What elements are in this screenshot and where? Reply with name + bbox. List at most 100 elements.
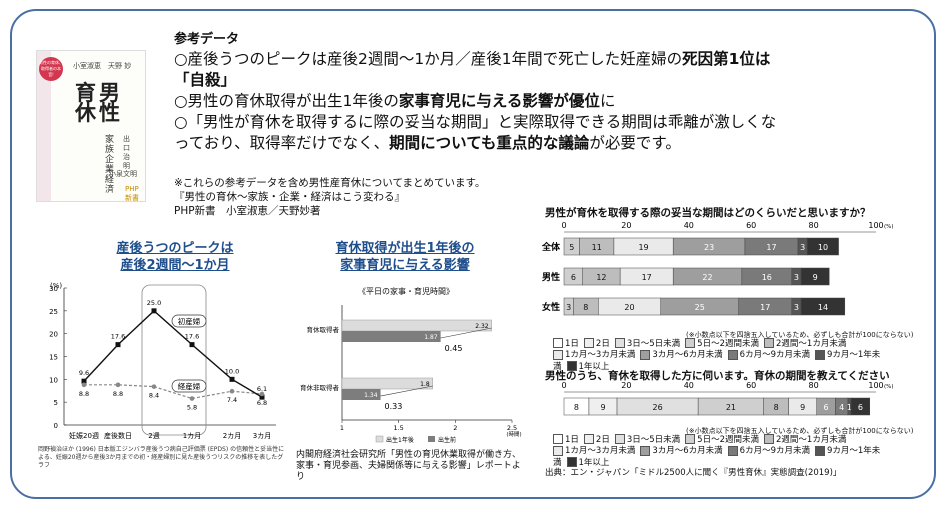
legend-label: 1日	[565, 338, 579, 349]
legend-swatch	[640, 445, 651, 456]
chart1-primi-label: 25.0	[147, 299, 161, 307]
chart1-multi-label: 6.8	[257, 399, 267, 407]
chart3a-segment-label: 3	[566, 303, 571, 312]
chart3b-segment-label: 8	[774, 403, 779, 412]
book-badge: 男性の育休、取得者の本音!	[39, 57, 63, 81]
legend-row: 1日 2日 3日～5日未満 5日～2週間未満 2週間～1カ月未満	[553, 338, 893, 350]
chart1-ytick: 20	[49, 331, 58, 339]
chart3a-segment-label: 3	[800, 243, 805, 252]
chart3a-tick: 40	[684, 221, 694, 230]
chart1-legend-multi-box	[171, 379, 207, 393]
chart3a-tick: 20	[621, 221, 631, 230]
chart1-primi-label: 17.6	[185, 333, 199, 341]
note-line-2: 『男性の育休～家族・企業・経済はこう変わる』	[174, 191, 405, 203]
chart3b-segment-label: 9	[800, 403, 805, 412]
bullet-line: ○「男性が育休を取得するに際の妥当な期間」と実際取得できる期間は乖離が激しくな	[174, 112, 854, 133]
chart1-xtick: 1カ月	[183, 432, 201, 440]
book-subtitle: 家族 企業 経済	[105, 135, 115, 195]
chart1-multi-point	[151, 384, 157, 389]
chart1-multi-point	[81, 382, 87, 388]
legend-label: 3カ月～6カ月未満	[652, 350, 723, 360]
chart1-line-chart: (%) 0 5 10 15 20 25 30 妊娠20週 産後数日 2週 1カ月 2カ月 3カ月 9.6 17…	[49, 282, 276, 440]
chart1-unit: (%)	[50, 282, 62, 290]
chart2-diff-connector	[380, 385, 433, 397]
chart1-multi-point	[189, 396, 195, 401]
book-authors: 小室淑恵 天野 妙	[73, 62, 132, 70]
chart3a-segment-label: 17	[760, 303, 770, 312]
book-cover-image: 男性の育休、取得者の本音! 小室淑恵 天野 妙 育休 男性 家族 企業 経済 出口治…	[36, 50, 146, 202]
chart3-stacked-bar-1: 0 20 40 60 80 100 (%) 全体 5 11 19 23 17 3 10 男性 6 12 17 22 16…	[541, 221, 894, 316]
chart1-primi-point	[81, 378, 87, 384]
chart3b-segment-label: 1	[847, 403, 852, 412]
bullet-emphasis: 期間についても重点的な議論	[389, 134, 590, 152]
legend-label: 2週間～1カ月未満	[776, 338, 847, 349]
book-title-a: 育休	[75, 81, 96, 125]
chart3a-segment-label: 3	[794, 273, 799, 282]
chart2-title-line1: 育休取得が出生1年後の	[335, 241, 475, 256]
chart2-bar-after-label: 2.32	[475, 323, 489, 330]
legend-item: 3日～5日未満	[614, 338, 680, 349]
bullet-line: ○男性の育休取得が出生1年後の家事育児に与える影響が優位に	[174, 91, 854, 112]
chart3-note1: (※小数点以下を四捨五入しているため、必ずしも合計が100にならない)	[686, 331, 914, 339]
chart2-xtick: 1.5	[393, 424, 403, 432]
legend-swatch	[614, 434, 625, 444]
legend-item: 1日	[553, 338, 579, 349]
bullet-line: 「自殺」	[174, 70, 854, 91]
legend-label: 1年以上	[578, 457, 610, 468]
chart3a-tick: 100	[868, 221, 883, 230]
legend-item: 1カ月～3カ月未満	[553, 445, 635, 456]
legend-swatch	[814, 349, 825, 360]
bullet-emphasis: 死因第1位は	[682, 50, 771, 68]
chart1-multi-label: 8.4	[149, 392, 159, 400]
chart1-legend-primi-text: 初産婦	[178, 316, 201, 326]
legend-label: 9カ月～1年未満	[553, 446, 881, 468]
legend-label: 9カ月～1年未満	[553, 350, 881, 372]
legend-swatch	[764, 434, 774, 444]
legend-swatch	[640, 349, 651, 360]
chart1-ytick: 15	[49, 354, 58, 362]
chart1-multi-point	[229, 388, 235, 394]
chart3b-segment-label: 6	[824, 403, 829, 412]
note-line-1: ※これらの参考データを含め男性産育休についてまとめています。	[174, 177, 486, 189]
book-blurb2: 小泉文明	[109, 170, 137, 178]
chart2-xtick: 1	[340, 424, 344, 432]
legend-swatch	[685, 434, 696, 444]
legend-item: 9カ月～1年未満	[553, 445, 881, 468]
chart3-stacked-bar-2: 0 20 40 60 80 100 (%)8 9 26 21 8 9 6 4 1 6	[561, 381, 894, 416]
legend-label: 6カ月～9カ月未満	[739, 350, 810, 360]
chart3b-segment-label: 8	[574, 403, 579, 412]
chart1-primi-label: 17.6	[111, 333, 125, 341]
chart1-ytick: 10	[49, 376, 58, 384]
legend-item: 1カ月～3カ月未満	[553, 349, 635, 360]
chart1-title-line2: 産後2週間～1か月	[120, 258, 230, 273]
chart2-legend-after-label: 出生1年後	[386, 436, 414, 444]
chart3a-row-label: 女性	[542, 301, 560, 313]
legend-item: 3カ月～6カ月未満	[640, 349, 723, 360]
chart3a-unit: (%)	[884, 224, 894, 230]
chart2-category-label: 育休非取得者	[300, 383, 340, 392]
legend-label: 2日	[595, 338, 610, 349]
legend-label: 2週間～1カ月未満	[776, 434, 847, 445]
legend-item: 2日	[583, 434, 610, 445]
bullet-emphasis: 「自殺」	[174, 71, 237, 89]
chart1-ytick: 5	[54, 399, 58, 407]
chart1-legend-primi-box	[171, 314, 207, 328]
chart1-primi-label: 9.6	[79, 369, 89, 377]
chart3b-unit: (%)	[884, 384, 894, 390]
chart3a-segment-label: 11	[592, 243, 602, 252]
legend-row: 1日 2日 3日～5日未満 5日～2週間未満 2週間～1カ月未満	[553, 434, 893, 446]
legend-item: 2日	[583, 338, 610, 349]
chart1-multi-label: 7.4	[227, 396, 237, 404]
chart3a-tick: 80	[809, 221, 819, 230]
legend-item: 5日～2週間未満	[685, 434, 759, 445]
legend-row: 1カ月～3カ月未満 3カ月～6カ月未満 6カ月～9カ月未満 9カ月～1年未満 1年以上	[553, 349, 893, 373]
chart1-ytick: 25	[49, 308, 58, 316]
chart1-xtick: 産後数日	[104, 431, 132, 440]
chart3a-tick: 0	[561, 221, 566, 230]
book-title-b: 男性	[99, 81, 120, 125]
legend-item: 3カ月～6カ月未満	[640, 445, 723, 456]
chart2-diff-connector	[440, 327, 492, 339]
chart1-title: 産後うつのピークは 産後2週間～1か月	[90, 240, 260, 274]
chart3b-tick: 60	[746, 381, 756, 390]
legend-item: 6カ月～9カ月未満	[727, 445, 810, 456]
